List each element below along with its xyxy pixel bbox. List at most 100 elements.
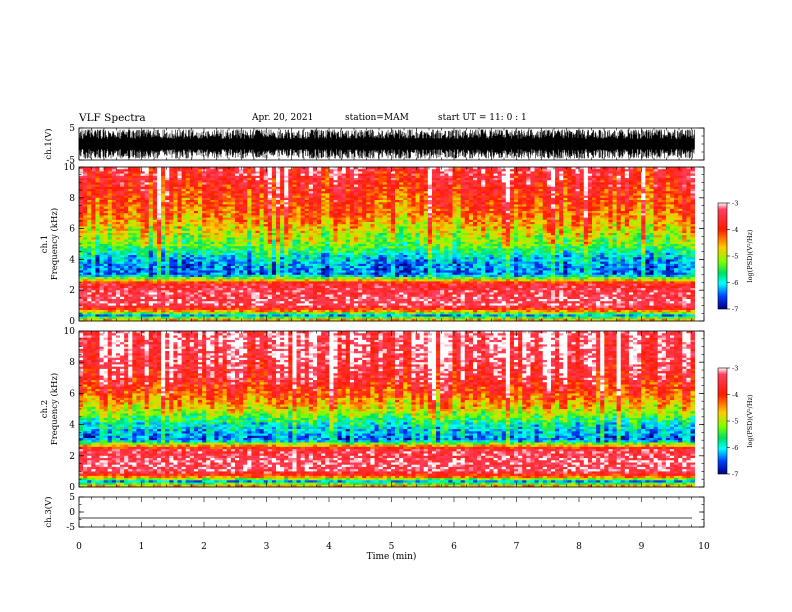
spectrogram-cell — [91, 202, 96, 205]
spectrogram-cell — [177, 255, 182, 258]
spectrogram-cell — [210, 268, 215, 271]
spectrogram-cell — [165, 257, 170, 260]
spectrogram-cell — [198, 186, 203, 190]
spectrogram-cell — [173, 189, 178, 192]
spectrogram-cell — [173, 186, 178, 190]
spectrogram-cell — [128, 312, 133, 315]
spectrogram-cell — [169, 318, 174, 322]
spectrogram-cell — [152, 272, 158, 276]
spectrogram-cell — [198, 299, 203, 302]
spectrogram-cell — [91, 213, 96, 216]
spectrogram-cell — [185, 301, 191, 304]
spectrogram-cell — [124, 219, 129, 223]
spectrogram-cell — [136, 193, 141, 196]
spectrogram-cell — [189, 290, 195, 293]
spectrogram-cell — [198, 283, 203, 287]
spectrogram-cell — [181, 314, 187, 317]
spectrogram-cell — [177, 285, 182, 289]
spectrogram-cell — [206, 250, 211, 254]
spectrogram-cell — [210, 318, 215, 322]
spectrogram-cell — [99, 173, 105, 177]
spectrogram-cell — [189, 255, 195, 258]
spectrogram-cell — [95, 195, 100, 199]
spectrogram-cell — [136, 237, 141, 240]
spectrogram-cell — [103, 255, 109, 258]
spectrogram-cell — [136, 224, 141, 227]
spectrogram-cell — [79, 303, 84, 306]
spectrogram-cell — [181, 303, 187, 306]
spectrogram-cell — [156, 268, 162, 271]
spectrogram-cell — [181, 193, 187, 196]
spectrogram-cell — [128, 167, 133, 170]
spectrogram-cell — [87, 230, 92, 234]
spectrogram-cell — [99, 219, 105, 223]
spectrogram-cell — [87, 226, 92, 229]
spectrogram-cell — [124, 228, 129, 232]
spectrogram-cell — [140, 310, 146, 313]
spectrogram-cell — [107, 173, 113, 177]
spectrogram-cell — [177, 204, 182, 207]
spectrogram-cell — [128, 270, 133, 273]
spectrogram-cell — [87, 259, 92, 262]
spectrogram-cell — [107, 263, 113, 267]
spectrogram-cell — [181, 263, 187, 267]
spectrogram-cell — [206, 305, 211, 309]
spectrogram-cell — [218, 283, 224, 287]
spectrogram-cell — [103, 213, 109, 216]
spectrogram-cell — [99, 318, 105, 322]
spectrogram-cell — [214, 312, 219, 315]
spectrogram-cell — [83, 285, 88, 289]
spectrogram-cell — [161, 277, 166, 280]
spectrogram-cell — [148, 274, 154, 278]
spectrogram-cell — [87, 215, 92, 218]
spectrogram-cell — [99, 288, 105, 291]
spectrogram-cell — [107, 222, 113, 225]
spectrogram-cell — [91, 211, 96, 214]
spectrogram-cell — [87, 211, 92, 214]
spectrogram-cell — [173, 263, 178, 267]
spectrogram-cell — [120, 173, 125, 177]
spectrogram-cell — [120, 252, 125, 256]
spectrogram-cell — [144, 202, 150, 205]
spectrogram-cell — [181, 305, 187, 309]
spectrogram-cell — [83, 217, 88, 221]
spectrogram-cell — [189, 169, 195, 172]
spectrogram-cell — [115, 296, 121, 300]
spectrogram-cell — [124, 283, 129, 287]
spectrogram-cell — [214, 224, 219, 227]
spectrogram-cell — [91, 277, 96, 280]
spectrogram-cell — [103, 261, 109, 265]
spectrogram-cell — [218, 219, 224, 223]
spectrogram-cell — [202, 184, 207, 188]
spectrogram-cell — [206, 288, 211, 291]
spectrogram-cell — [95, 277, 100, 280]
spectrogram-cell — [185, 184, 191, 188]
spectrogram-cell — [148, 186, 154, 190]
spectrogram-cell — [214, 316, 219, 320]
spectrogram-cell — [177, 178, 182, 181]
spectrogram-cell — [222, 261, 228, 265]
spectrogram-cell — [148, 310, 154, 313]
spectrogram-cell — [144, 224, 150, 227]
spectrogram-cell — [156, 292, 162, 295]
spectrogram-cell — [214, 208, 219, 212]
spectrogram-cell — [189, 310, 195, 313]
spectrogram-cell — [173, 224, 178, 227]
spectrogram-cell — [103, 202, 109, 205]
spectrogram-cell — [169, 248, 174, 251]
spectrogram-cell — [132, 270, 137, 273]
spectrogram-cell — [144, 261, 150, 265]
spectrogram-cell — [99, 307, 105, 311]
spectrogram-cell — [185, 263, 191, 267]
spectrogram-cell — [95, 314, 100, 317]
spectrogram-cell — [115, 233, 121, 236]
spectrogram-cell — [120, 279, 125, 282]
spectrogram-cell — [144, 301, 150, 304]
spectrogram-cell — [115, 208, 121, 212]
spectrogram-cell — [115, 184, 121, 188]
spectrogram-cell — [202, 208, 207, 212]
spectrogram-cell — [91, 246, 96, 249]
spectrogram-cell — [148, 193, 154, 196]
spectrogram-cell — [206, 241, 211, 245]
spectrogram-cell — [136, 283, 141, 287]
